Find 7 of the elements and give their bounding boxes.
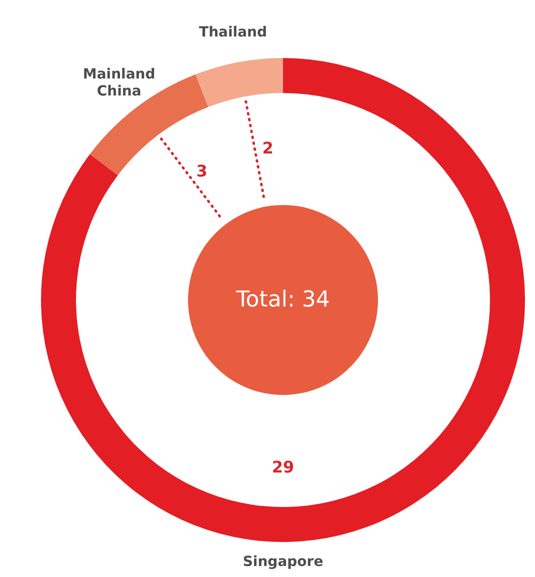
data-label: 29 bbox=[272, 458, 294, 476]
data-label: 2 bbox=[262, 138, 274, 158]
text: Total: 34 bbox=[235, 288, 330, 312]
data-label: 3 bbox=[196, 161, 208, 180]
slice-label: Thailand bbox=[199, 24, 268, 41]
slice-label: Mainland China bbox=[82, 66, 156, 100]
slice-label: Singapore bbox=[242, 554, 324, 570]
